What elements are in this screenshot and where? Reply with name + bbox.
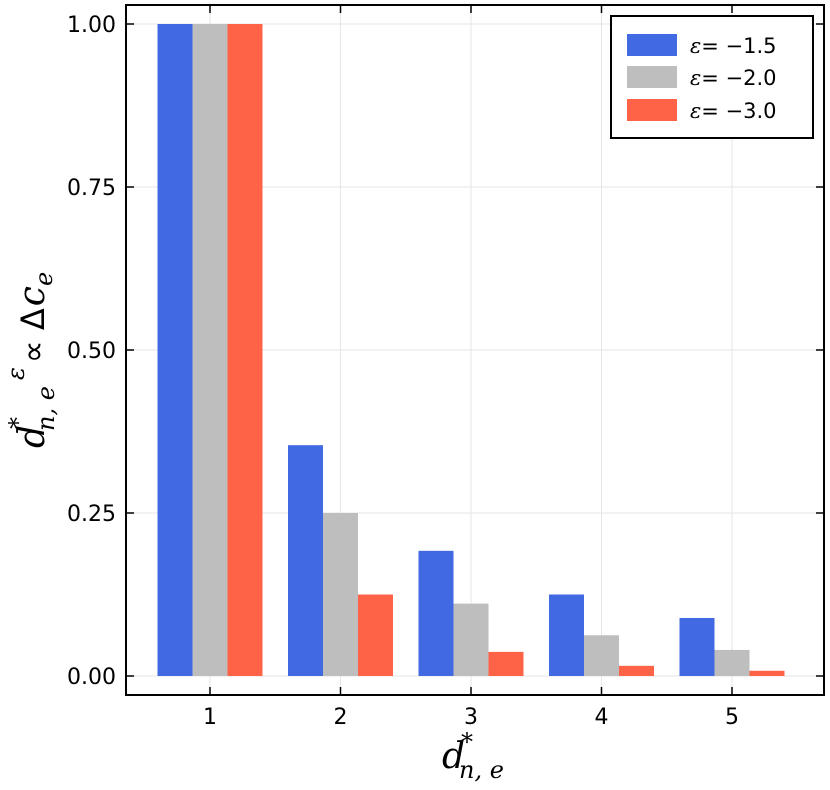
legend-label-3: ε= −3.0: [690, 99, 777, 123]
bar-series-1-cat-2: [288, 445, 323, 676]
bars: [157, 24, 785, 676]
y-tick-label: 1.00: [67, 13, 116, 38]
x-tick-label: 4: [595, 705, 609, 730]
bar-series-3-cat-3: [488, 651, 524, 676]
bar-series-1-cat-3: [418, 550, 454, 676]
y-tick-label: 0.00: [67, 665, 116, 690]
bar-series-3-cat-4: [619, 665, 654, 676]
legend-swatch-3: [627, 99, 677, 121]
bar-series-3-cat-5: [749, 670, 785, 676]
bar-series-3-cat-1: [227, 24, 263, 676]
legend: ε= −1.5 ε= −2.0 ε= −3.0: [610, 15, 814, 139]
x-tick-label: 1: [203, 705, 217, 730]
bar-series-1-cat-4: [549, 594, 584, 676]
legend-label-2: ε= −2.0: [690, 66, 777, 90]
bar-series-2-cat-5: [714, 649, 750, 676]
x-tick-label: 5: [725, 705, 739, 730]
y-tick-label: 0.25: [67, 502, 116, 527]
y-axis-title: d*n, eε∝ Δce: [2, 272, 60, 448]
bar-series-2-cat-2: [323, 513, 358, 676]
bar-series-1-cat-5: [679, 617, 715, 676]
x-axis-title: d* n, e: [442, 728, 504, 784]
legend-label-1: ε= −1.5: [690, 34, 777, 58]
bar-series-2-cat-3: [453, 603, 489, 676]
bar-series-2-cat-1: [192, 24, 228, 676]
ticks: 0.00 0.25 0.50 0.75 1.00 1 2 3 4 5: [67, 5, 824, 730]
legend-swatch-1: [627, 34, 677, 56]
x-tick-label: 3: [464, 705, 478, 730]
bar-series-1-cat-1: [157, 24, 193, 676]
y-tick-label: 0.75: [67, 176, 116, 201]
bar-series-2-cat-4: [584, 635, 619, 676]
y-tick-label: 0.50: [67, 339, 116, 364]
legend-swatch-2: [627, 66, 677, 88]
x-tick-label: 2: [334, 705, 348, 730]
bar-series-3-cat-2: [358, 594, 393, 676]
